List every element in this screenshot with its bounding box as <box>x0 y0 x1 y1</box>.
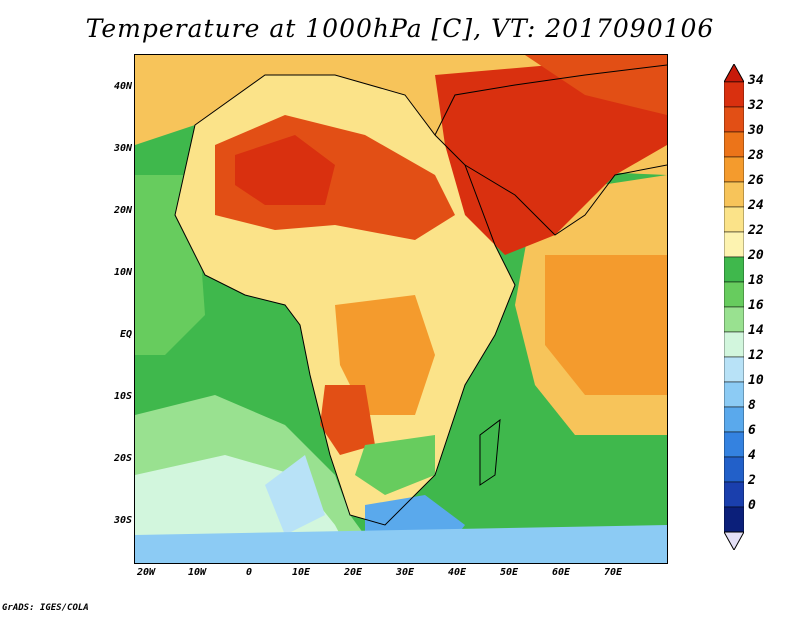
lat-label-20n: 20N <box>113 205 132 216</box>
lon-label-20e: 20E <box>343 567 363 578</box>
colorbar-label-14: 14 <box>748 323 764 338</box>
colorbar-label-6: 6 <box>748 423 756 438</box>
colorbar <box>724 64 744 550</box>
lat-label-20s: 20S <box>113 453 132 464</box>
colorbar-label-34: 34 <box>748 73 764 88</box>
colorbar-label-10: 10 <box>748 373 764 388</box>
lon-label-50e: 50E <box>499 567 519 578</box>
chart-title: Temperature at 1000hPa [C], VT: 20170901… <box>85 14 715 43</box>
africa-coastline <box>174 74 516 526</box>
colorbar-top-arrow <box>724 64 744 83</box>
colorbar-label-2: 2 <box>748 473 756 488</box>
colorbar-label-20: 20 <box>748 248 764 263</box>
colorbar-label-28: 28 <box>748 148 764 163</box>
colorbar-label-32: 32 <box>748 98 764 113</box>
colorbar-segment <box>724 506 744 533</box>
colorbar-label-16: 16 <box>748 298 764 313</box>
lon-label-0: 0 <box>245 567 253 578</box>
colorbar-label-22: 22 <box>748 223 764 238</box>
colorbar-segment <box>724 156 744 183</box>
colorbar-segment <box>724 131 744 158</box>
lon-label-40e: 40E <box>447 567 467 578</box>
lat-label-eq: EQ <box>119 329 132 340</box>
colorbar-segment <box>724 381 744 408</box>
lon-label-70e: 70E <box>603 567 623 578</box>
temp-region-arabian-sea <box>545 255 667 395</box>
colorbar-label-0: 0 <box>748 498 756 513</box>
lat-label-30s: 30S <box>113 515 132 526</box>
colorbar-segment <box>724 206 744 233</box>
lon-label-10w: 10W <box>187 567 207 578</box>
colorbar-segment <box>724 231 744 258</box>
colorbar-segment <box>724 331 744 358</box>
colorbar-bottom-arrow <box>724 531 744 550</box>
lat-label-30n: 30N <box>113 143 132 154</box>
lon-label-60e: 60E <box>551 567 571 578</box>
temp-region-sahara-core <box>235 135 335 205</box>
temperature-field <box>135 55 667 563</box>
lon-label-20w: 20W <box>136 567 156 578</box>
colorbar-label-12: 12 <box>748 348 764 363</box>
colorbar-segment <box>724 406 744 433</box>
lat-label-40n: 40N <box>113 81 132 92</box>
colorbar-label-24: 24 <box>748 198 764 213</box>
credit-text: GrADS: IGES/COLA <box>2 603 89 613</box>
temp-region-southeast <box>355 435 435 495</box>
colorbar-segment <box>724 181 744 208</box>
colorbar-segment <box>724 256 744 283</box>
colorbar-segment <box>724 356 744 383</box>
colorbar-segment <box>724 431 744 458</box>
asia-coastline <box>434 64 667 136</box>
temperature-map <box>134 54 668 564</box>
colorbar-label-26: 26 <box>748 173 764 188</box>
colorbar-segment <box>724 306 744 333</box>
arabia-coastline <box>464 164 667 236</box>
lat-label-10s: 10S <box>113 391 132 402</box>
colorbar-segment <box>724 281 744 308</box>
colorbar-segment <box>724 456 744 483</box>
colorbar-label-30: 30 <box>748 123 764 138</box>
lon-label-10e: 10E <box>291 567 311 578</box>
temp-region-benguela <box>265 455 325 535</box>
temp-region-arabia <box>435 55 667 255</box>
temp-region-iran <box>525 55 667 115</box>
colorbar-segment <box>724 481 744 508</box>
lon-label-30e: 30E <box>395 567 415 578</box>
colorbar-label-4: 4 <box>748 448 756 463</box>
colorbar-label-18: 18 <box>748 273 764 288</box>
madagascar-coastline <box>479 418 501 486</box>
colorbar-label-8: 8 <box>748 398 756 413</box>
lat-label-10n: 10N <box>113 267 132 278</box>
temp-region-southern-ocean <box>135 525 667 563</box>
colorbar-segment <box>724 81 744 108</box>
temp-region-kalahari <box>320 385 375 455</box>
colorbar-segment <box>724 106 744 133</box>
